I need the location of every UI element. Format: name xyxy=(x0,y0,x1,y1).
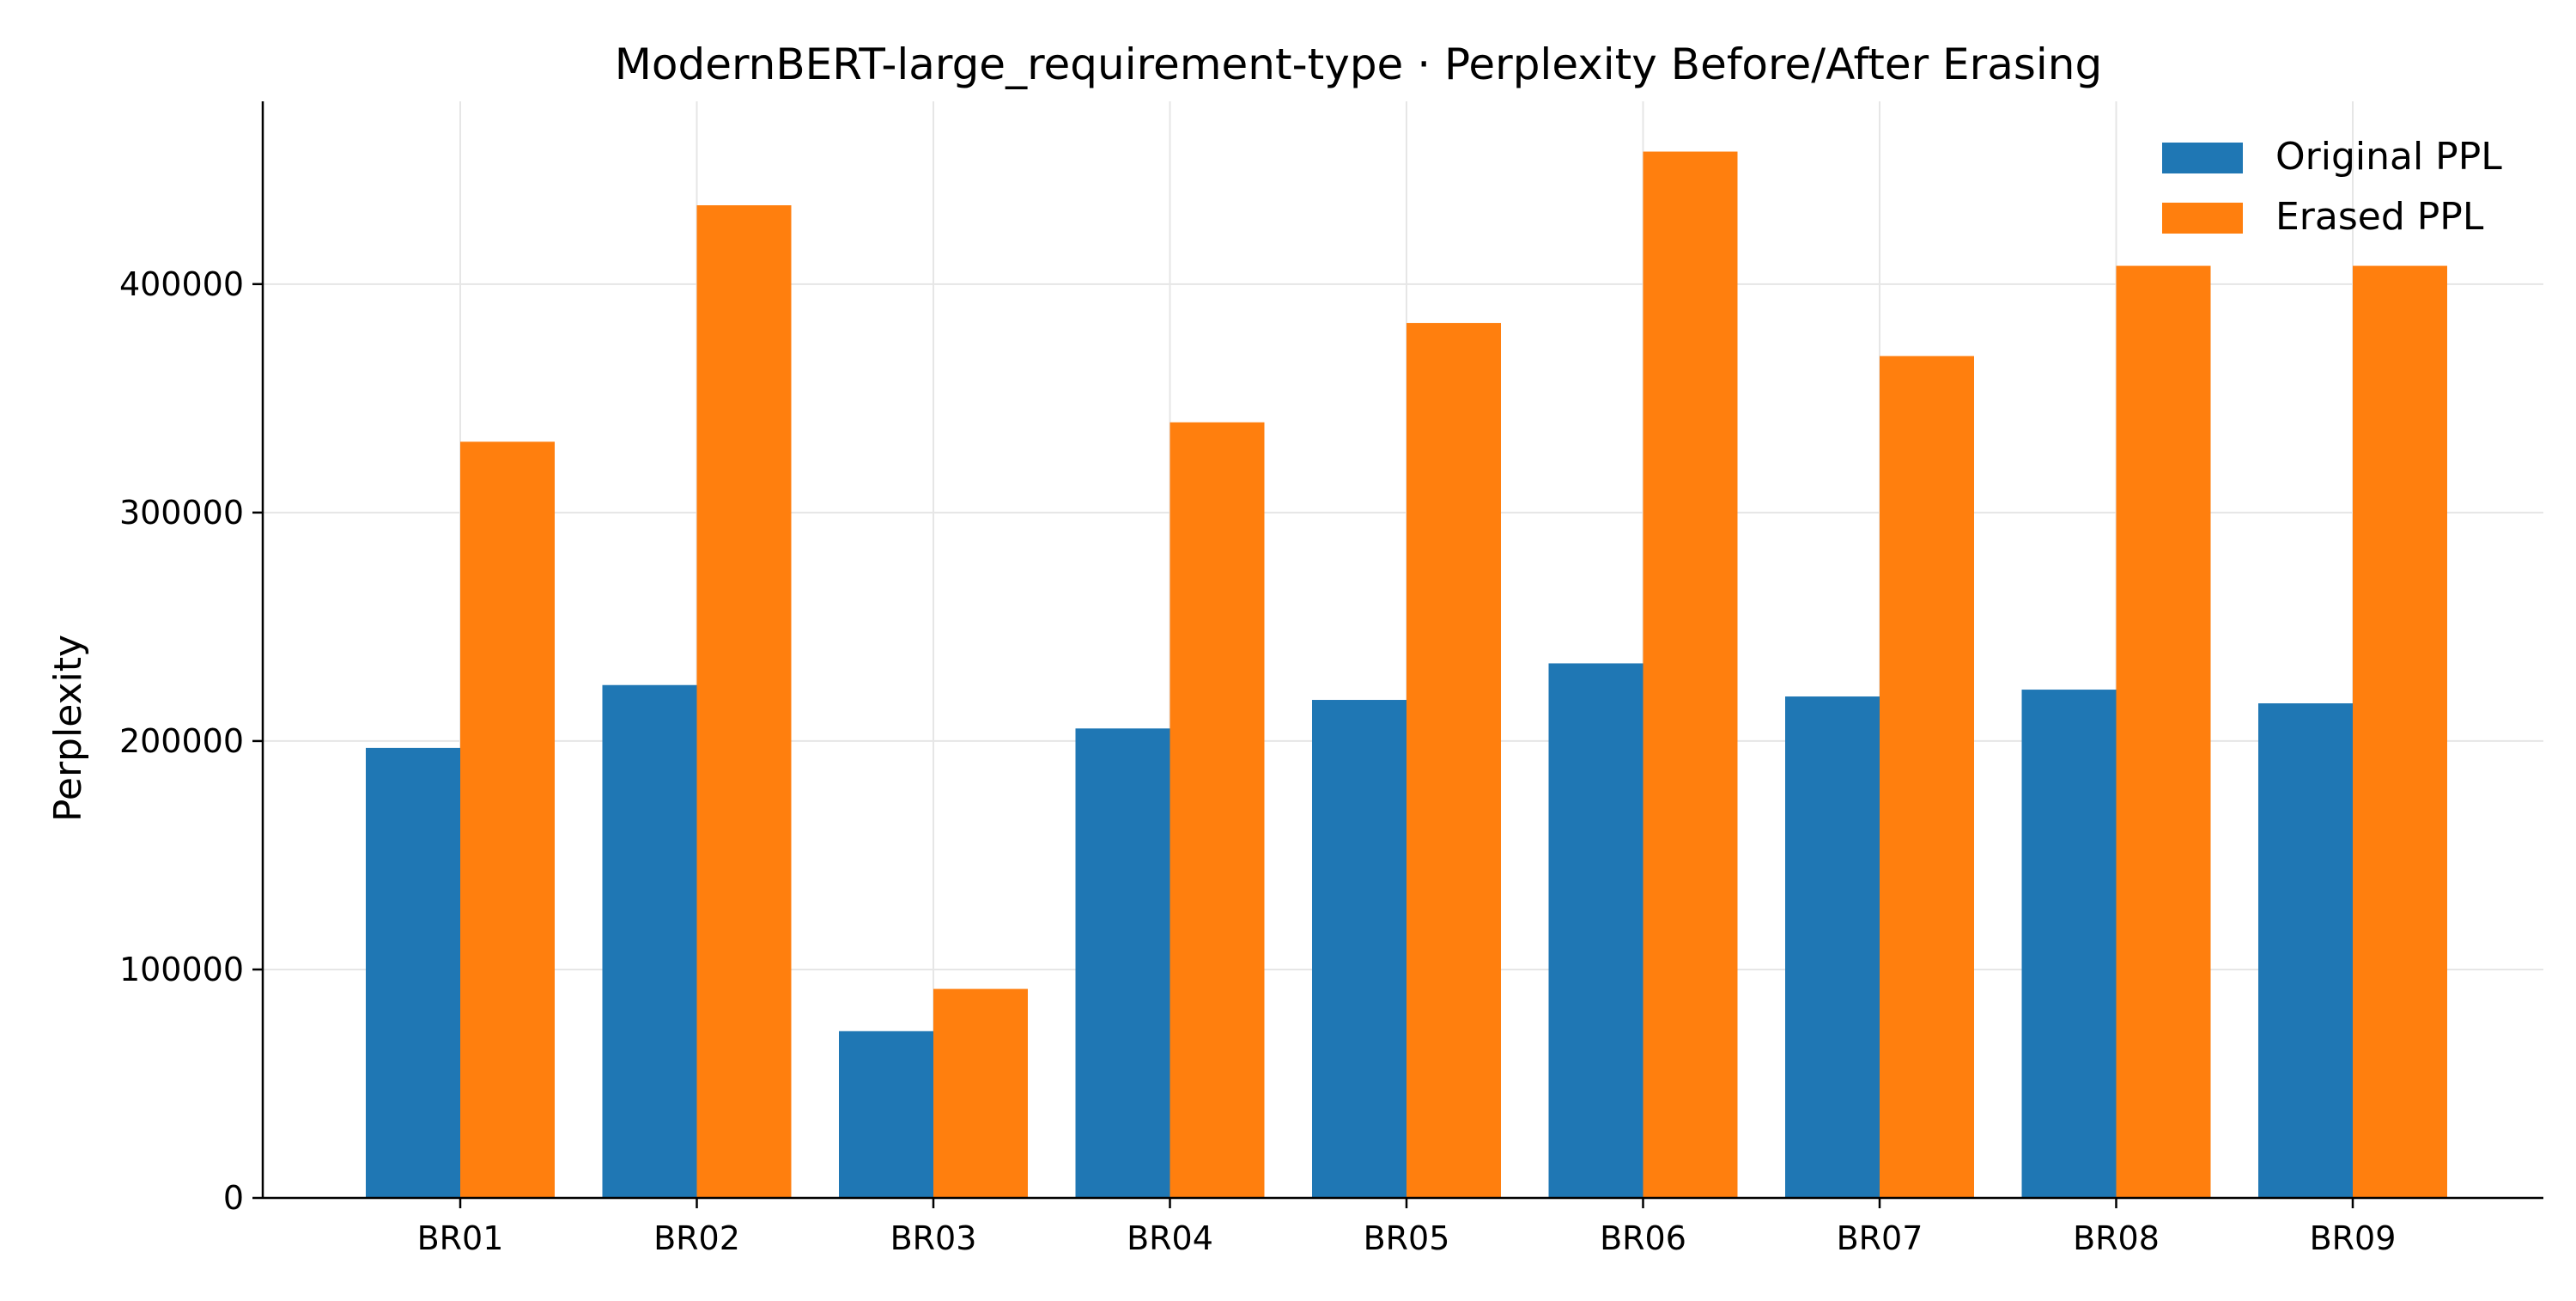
bar-original-br05 xyxy=(1312,700,1406,1198)
bar-erased-br07 xyxy=(1880,356,1974,1198)
y-tick-label: 0 xyxy=(223,1179,244,1217)
bar-erased-br05 xyxy=(1406,323,1501,1198)
legend-swatch xyxy=(2162,143,2243,173)
bar-original-br02 xyxy=(602,684,697,1198)
bar-erased-br09 xyxy=(2353,265,2447,1198)
bar-original-br09 xyxy=(2258,703,2353,1198)
legend: Original PPL Erased PPL xyxy=(2162,135,2502,239)
bar-original-br03 xyxy=(839,1030,933,1198)
y-axis-label: Perplexity xyxy=(46,635,90,822)
x-tick-label: BR07 xyxy=(1837,1219,1923,1257)
bar-original-br01 xyxy=(366,747,460,1198)
bar-erased-br01 xyxy=(460,441,555,1198)
axes: 0 100000 200000 300000 400000 BR01 BR02 BR03 BR0… xyxy=(119,101,2543,1257)
legend-label: Original PPL xyxy=(2275,135,2502,179)
chart-title: ModernBERT-large_requirement-type · Perp… xyxy=(615,40,2102,89)
x-tick-label: BR04 xyxy=(1127,1219,1213,1257)
bar-original-br08 xyxy=(2021,690,2117,1198)
y-tick-label: 300000 xyxy=(119,494,244,532)
y-tick-label: 200000 xyxy=(119,722,244,760)
bar-erased-br06 xyxy=(1643,151,1738,1198)
legend-label: Erased PPL xyxy=(2275,195,2484,239)
x-tick-label: BR02 xyxy=(653,1219,740,1257)
bar-erased-br03 xyxy=(933,988,1028,1198)
bars xyxy=(366,151,2447,1199)
x-tick-label: BR06 xyxy=(1600,1219,1686,1257)
x-tick-label: BR03 xyxy=(890,1219,977,1257)
x-tick-label: BR08 xyxy=(2073,1219,2160,1257)
bar-erased-br02 xyxy=(696,205,792,1199)
bar-original-br07 xyxy=(1785,696,1880,1198)
y-tick-label: 100000 xyxy=(119,951,244,988)
y-tick-label: 400000 xyxy=(119,265,244,303)
legend-swatch xyxy=(2162,203,2243,234)
bar-original-br04 xyxy=(1075,728,1170,1198)
x-tick-label: BR05 xyxy=(1364,1219,1450,1257)
x-tick-label: BR09 xyxy=(2310,1219,2397,1257)
bar-original-br06 xyxy=(1548,663,1643,1198)
bar-erased-br08 xyxy=(2116,265,2211,1198)
x-tick-label: BR01 xyxy=(417,1219,504,1257)
bar-erased-br04 xyxy=(1170,422,1265,1198)
